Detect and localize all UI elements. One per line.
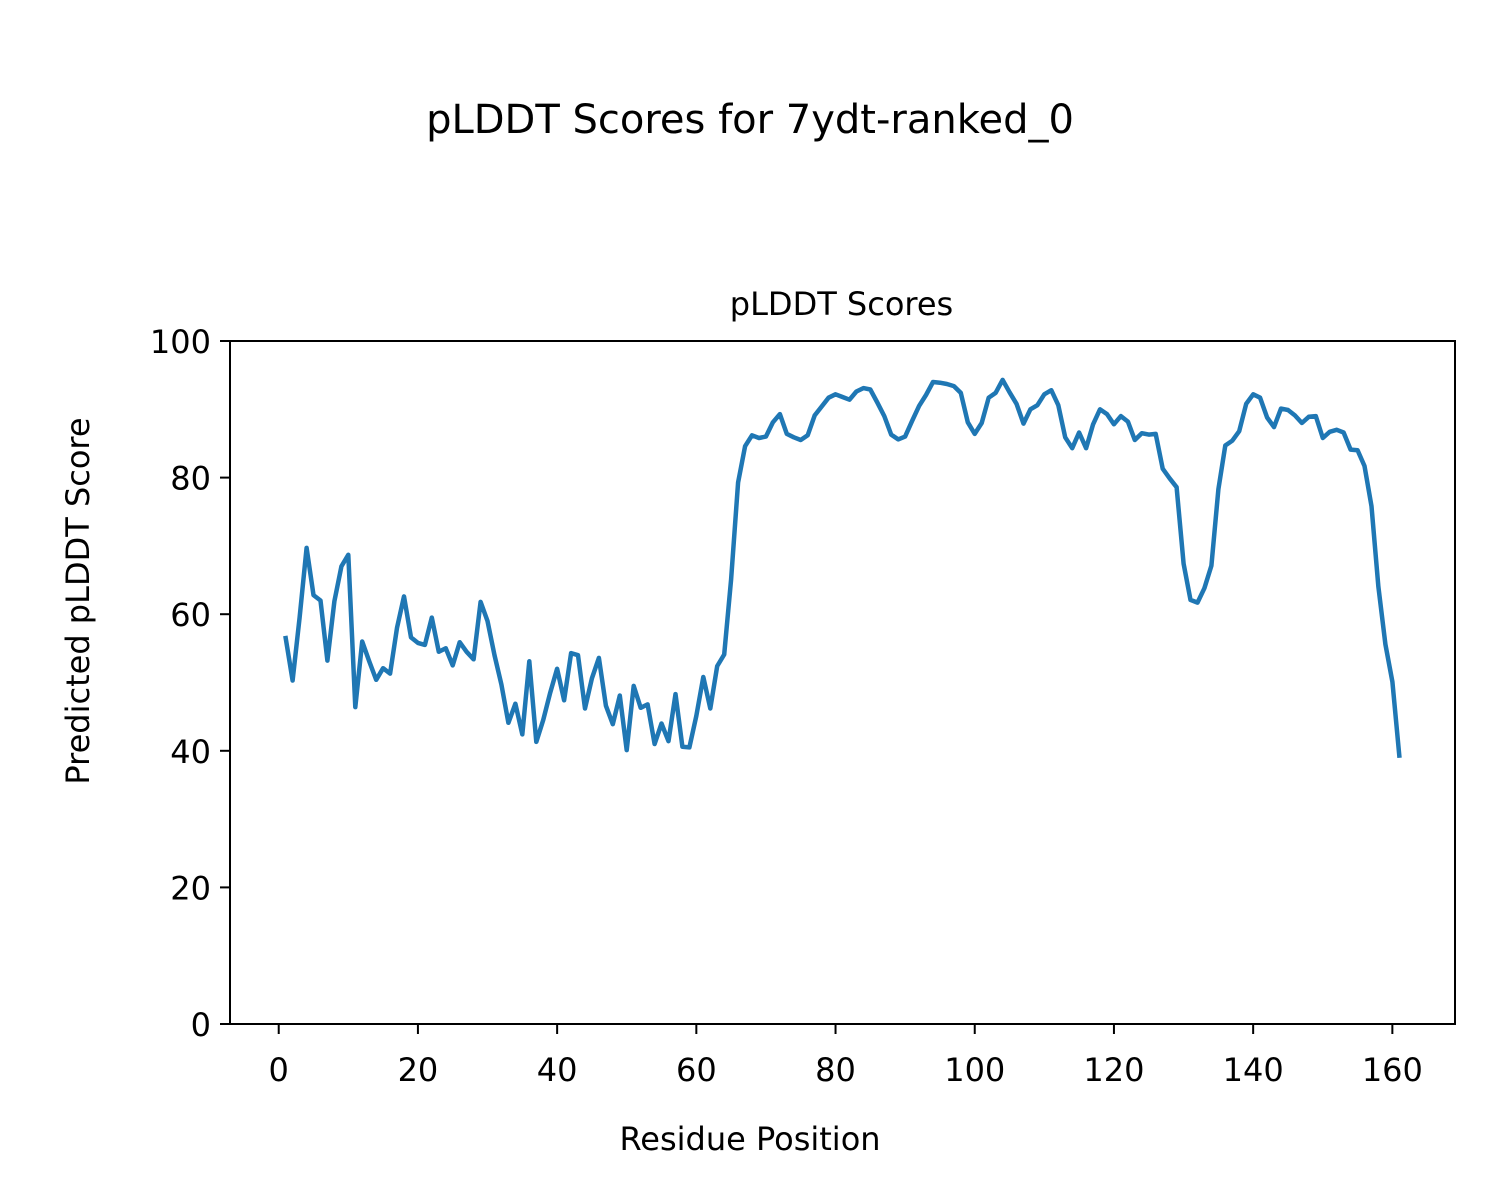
y-axis: 0 20 40 60 80 100 [150, 323, 230, 1044]
x-tick-label: 40 [537, 1051, 578, 1089]
y-tick-label: 20 [170, 869, 211, 907]
x-tick-label: 100 [944, 1051, 1005, 1089]
y-tick-label: 60 [170, 596, 211, 634]
y-axis-label: Predicted pLDDT Score [59, 417, 97, 784]
x-tick-label: 20 [398, 1051, 439, 1089]
series-line-0 [283, 377, 1402, 759]
x-tick-label: 80 [815, 1051, 856, 1089]
x-tick-label: 60 [676, 1051, 717, 1089]
x-axis-label: Residue Position [619, 1120, 880, 1158]
figure-suptitle: pLDDT Scores for 7ydt-ranked_0 [426, 97, 1074, 143]
y-tick-label: 0 [191, 1006, 211, 1044]
y-tick-label: 100 [150, 323, 211, 361]
x-tick-label: 0 [269, 1051, 289, 1089]
axes-frame [229, 340, 1456, 1025]
y-tick-label: 80 [170, 460, 211, 498]
plot-area [229, 340, 1456, 1025]
chart-title: pLDDT Scores [730, 285, 953, 323]
y-tick-label: 40 [170, 733, 211, 771]
x-tick-label: 140 [1223, 1051, 1284, 1089]
x-axis: 0 20 40 60 80 100 120 140 160 [269, 1024, 1423, 1089]
x-tick-label: 160 [1362, 1051, 1423, 1089]
x-tick-label: 120 [1083, 1051, 1144, 1089]
